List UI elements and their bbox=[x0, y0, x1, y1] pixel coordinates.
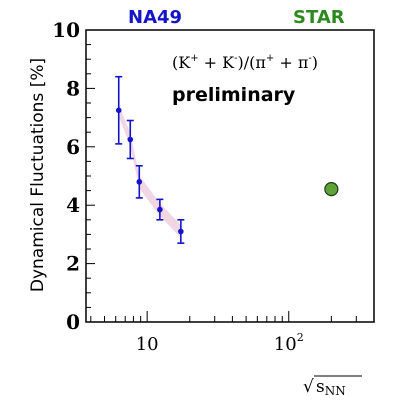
x-tick-label: 102 bbox=[274, 331, 304, 355]
ratio-sup: + bbox=[190, 53, 198, 64]
y-tick-label: 0 bbox=[66, 310, 80, 334]
ratio-sup: - bbox=[308, 53, 311, 64]
x-tick-label: 10 bbox=[136, 334, 159, 355]
ratio-sup: - bbox=[234, 53, 237, 64]
y-tick-label: 8 bbox=[66, 76, 80, 100]
na49-data-point bbox=[157, 206, 163, 213]
x-tick-label-base: 10 bbox=[136, 334, 159, 355]
ratio-part: + π bbox=[274, 53, 308, 72]
y-tick-label: 4 bbox=[66, 193, 80, 217]
ratio-part: ) bbox=[312, 53, 318, 72]
star-data-point bbox=[324, 182, 339, 197]
plot-frame bbox=[85, 29, 375, 323]
ratio-annotation: (K+ + K-)/(π+ + π-) bbox=[172, 53, 318, 72]
na49-data-point bbox=[115, 107, 122, 114]
na49-data-point bbox=[178, 228, 184, 235]
x-axis-title-s: s bbox=[316, 377, 325, 397]
na49-systematic-band bbox=[118, 103, 181, 238]
ratio-sup: + bbox=[266, 53, 274, 64]
x-axis-title-base: sNN bbox=[316, 377, 346, 398]
x-axis-title: √ sNN bbox=[303, 375, 362, 398]
y-tick-label: 2 bbox=[66, 252, 80, 276]
x-tick-label-sup: 2 bbox=[297, 331, 304, 344]
experiment-label-star: STAR bbox=[293, 7, 345, 28]
na49-data-point bbox=[127, 136, 134, 143]
y-axis-title: Dynamical Fluctuations [%] bbox=[28, 58, 48, 292]
preliminary-label: preliminary bbox=[172, 84, 296, 106]
x-axis-title-sub: NN bbox=[325, 384, 346, 398]
y-tick-label: 10 bbox=[52, 18, 80, 42]
ratio-part: )/(π bbox=[238, 53, 266, 72]
ratio-part: (K bbox=[172, 53, 191, 72]
ratio-part: + K bbox=[199, 53, 236, 72]
experiment-label-na49: NA49 bbox=[128, 7, 182, 28]
y-tick-label: 6 bbox=[66, 135, 80, 159]
x-axis-radical: √ bbox=[303, 377, 314, 397]
na49-data-point bbox=[136, 179, 143, 185]
x-tick-label-base: 10 bbox=[274, 334, 297, 355]
